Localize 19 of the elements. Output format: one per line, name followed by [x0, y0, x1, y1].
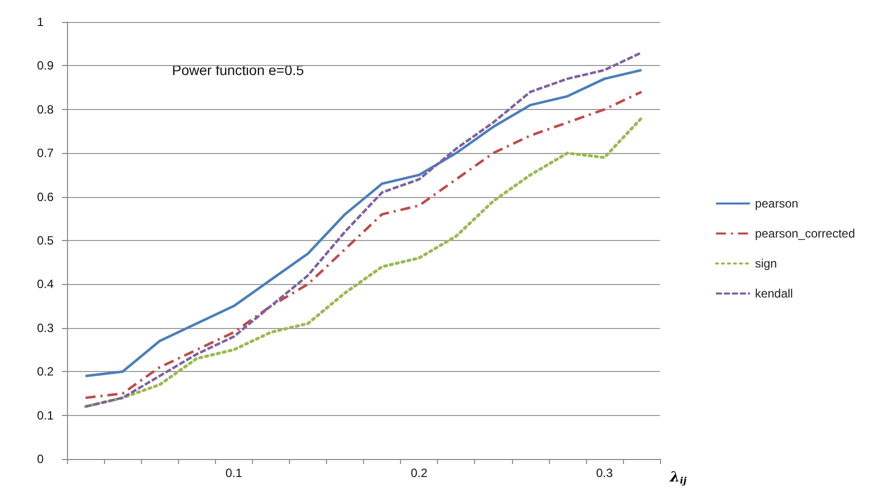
x-tick-label: 0.3 [596, 466, 614, 480]
legend-label: pearson_corrected [754, 226, 855, 240]
y-tick-label: 0.2 [37, 364, 54, 379]
y-tick-label: 0.8 [37, 102, 54, 116]
y-tick-label: 0.4 [37, 277, 54, 292]
y-tick-label: 0.7 [37, 146, 54, 160]
x-tick-label: 0.2 [410, 466, 428, 480]
y-tick-label: 0.6 [37, 190, 54, 204]
y-tick-label: 0.1 [37, 408, 54, 422]
y-tick-label: 1 [37, 15, 44, 29]
legend-label: sign [754, 256, 777, 270]
y-tick-label: 0.3 [37, 320, 54, 335]
legend-label: pearson [754, 196, 798, 210]
annotation: Power function e=0.5 [172, 62, 304, 78]
y-tick-label: 0 [37, 452, 44, 466]
y-tick-label: 0.5 [37, 234, 54, 248]
x-tick-label: 0.1 [225, 466, 242, 480]
legend-label: kendall [754, 286, 793, 300]
y-tick-label: 0.9 [37, 58, 54, 73]
